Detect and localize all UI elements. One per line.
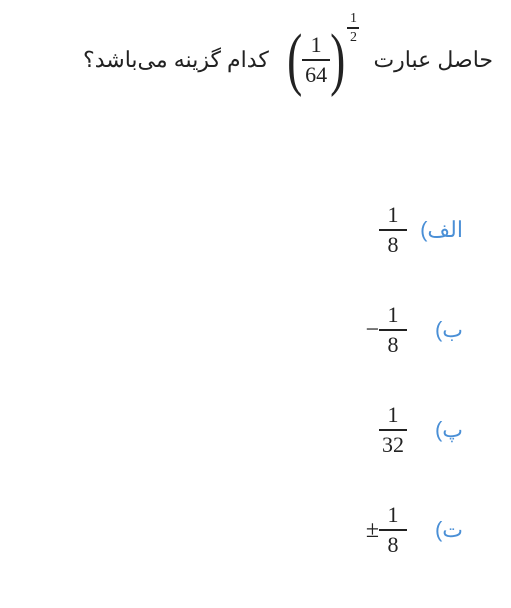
option-value: ± 1 8 [153, 503, 403, 557]
denominator: 8 [386, 231, 401, 257]
sign: − [365, 317, 379, 344]
option-label: ب) [403, 317, 463, 343]
question-prefix: حاصل عبارت [373, 47, 493, 73]
sign: ± [366, 517, 379, 544]
denominator: 8 [386, 331, 401, 357]
base-denominator: 64 [303, 61, 329, 87]
numerator: 1 [386, 403, 401, 429]
option-pe[interactable]: پ) 1 32 [133, 380, 463, 480]
option-label: الف) [403, 217, 463, 243]
denominator: 32 [380, 431, 406, 457]
numerator: 1 [386, 203, 401, 229]
left-paren: ( [287, 25, 302, 95]
option-alef[interactable]: الف) 1 8 [133, 180, 463, 280]
expression: ( 1 64 ) 1 2 [283, 20, 360, 100]
option-value: 1 8 [153, 203, 403, 257]
numerator: 1 [386, 503, 401, 529]
exp-denominator: 2 [349, 29, 358, 45]
option-fraction: 1 32 [379, 403, 407, 457]
question-row: حاصل عبارت ( 1 64 ) 1 2 کدام گزینه می‌با… [18, 20, 493, 100]
right-paren: ) [330, 25, 345, 95]
option-value: − 1 8 [153, 303, 403, 357]
denominator: 8 [386, 531, 401, 557]
question-suffix: کدام گزینه می‌باشد؟ [83, 47, 269, 73]
option-value: 1 32 [153, 403, 403, 457]
option-fraction: 1 8 [379, 303, 407, 357]
numerator: 1 [386, 303, 401, 329]
option-fraction: 1 8 [379, 203, 407, 257]
exponent-fraction: 1 2 [347, 11, 359, 44]
exp-numerator: 1 [349, 11, 358, 27]
option-be[interactable]: ب) − 1 8 [133, 280, 463, 380]
base-fraction: 1 64 [302, 33, 330, 87]
base-numerator: 1 [309, 33, 324, 59]
option-label: ت) [403, 517, 463, 543]
option-fraction: 1 8 [379, 503, 407, 557]
option-te[interactable]: ت) ± 1 8 [133, 480, 463, 580]
options-list: الف) 1 8 ب) − 1 8 پ) [133, 180, 463, 580]
option-label: پ) [403, 417, 463, 443]
page: حاصل عبارت ( 1 64 ) 1 2 کدام گزینه می‌با… [0, 0, 511, 608]
